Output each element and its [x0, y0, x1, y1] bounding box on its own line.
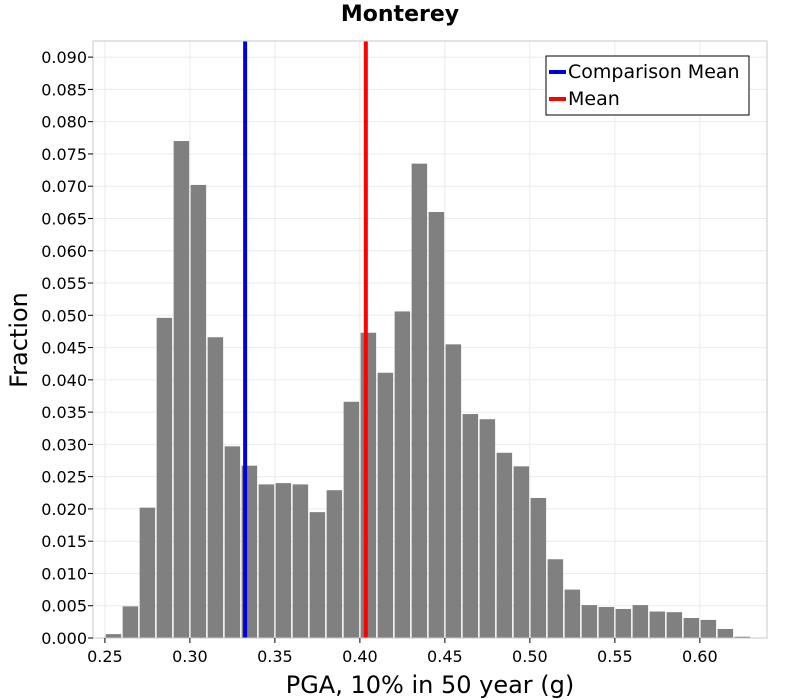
y-tick-label: 0.065 — [41, 209, 87, 228]
x-tick-label: 0.25 — [87, 647, 123, 666]
histogram-bar — [615, 608, 632, 638]
histogram-bar — [122, 606, 139, 638]
histogram-bar — [275, 483, 292, 638]
histogram-bar — [632, 605, 649, 638]
y-tick-label: 0.080 — [41, 113, 87, 132]
y-tick-label: 0.030 — [41, 435, 87, 454]
histogram-bar — [326, 490, 343, 638]
histogram-bar — [360, 332, 377, 638]
x-tick-label: 0.60 — [682, 647, 718, 666]
y-tick-label: 0.060 — [41, 242, 87, 261]
histogram-bar — [496, 452, 513, 638]
y-tick-label: 0.055 — [41, 274, 87, 293]
bars — [105, 141, 751, 639]
chart-title: Monterey — [340, 2, 460, 27]
y-tick-label: 0.090 — [41, 48, 87, 67]
y-tick-label: 0.085 — [41, 80, 87, 99]
histogram-bar — [190, 184, 207, 638]
y-tick-label: 0.075 — [41, 145, 87, 164]
y-tick-label: 0.000 — [41, 629, 87, 648]
y-tick-label: 0.020 — [41, 500, 87, 519]
histogram-bar — [581, 605, 598, 638]
histogram-bar — [292, 484, 309, 638]
histogram-bar — [258, 484, 275, 638]
plot-frame — [92, 40, 768, 639]
y-tick-label: 0.045 — [41, 339, 87, 358]
x-tick-label: 0.35 — [257, 647, 293, 666]
y-tick-label: 0.070 — [41, 177, 87, 196]
x-axis-title: PGA, 10% in 50 year (g) — [286, 671, 575, 699]
mean-lines — [243, 41, 368, 638]
histogram-bar — [207, 337, 224, 638]
histogram-bar — [105, 634, 122, 638]
histogram-bar — [428, 212, 445, 639]
y-tick-label: 0.035 — [41, 403, 87, 422]
y-tick-label: 0.040 — [41, 371, 87, 390]
legend-label-mean: Mean — [568, 88, 620, 110]
histogram-bar — [139, 507, 156, 638]
histogram-bar — [530, 497, 547, 638]
histogram-bar — [547, 559, 564, 638]
histogram-bar — [462, 414, 479, 638]
histogram-bar — [309, 512, 326, 638]
histogram-bar — [649, 611, 666, 638]
y-tick-label: 0.050 — [41, 306, 87, 325]
y-axis: 0.000 0.005 0.010 0.015 0.020 0.025 0.030 0.035… — [41, 48, 93, 648]
y-tick-label: 0.025 — [41, 468, 87, 487]
histogram-bar — [156, 317, 173, 638]
histogram-bar — [411, 163, 428, 639]
histogram-bar — [666, 612, 683, 638]
y-tick-label: 0.010 — [41, 564, 87, 583]
histogram-bar — [734, 636, 751, 638]
histogram-bar — [343, 401, 360, 638]
x-tick-label: 0.45 — [427, 647, 463, 666]
y-axis-title: Fraction — [5, 292, 33, 388]
x-tick-label: 0.50 — [512, 647, 548, 666]
legend-label-comparison-mean: Comparison Mean — [568, 61, 740, 83]
histogram-bar — [564, 589, 581, 638]
x-tick-label: 0.40 — [342, 647, 378, 666]
legend: Comparison Mean Mean — [545, 55, 750, 116]
histogram-bar — [513, 466, 530, 638]
histogram-bar — [700, 619, 717, 638]
histogram-bar — [394, 311, 411, 638]
legend-box — [545, 55, 750, 116]
histogram-bar — [598, 607, 615, 638]
histogram-bar — [479, 419, 496, 638]
x-tick-label: 0.55 — [597, 647, 633, 666]
y-tick-label: 0.005 — [41, 597, 87, 616]
histogram-bar — [224, 446, 241, 638]
x-tick-label: 0.30 — [172, 647, 208, 666]
histogram-bar — [173, 141, 190, 638]
histogram-bar — [377, 372, 394, 638]
x-axis: 0.25 0.30 0.35 0.40 0.45 0.50 0.55 0.60 — [87, 638, 718, 666]
histogram-bar — [445, 344, 462, 638]
histogram-bar — [683, 617, 700, 638]
y-tick-label: 0.015 — [41, 532, 87, 551]
histogram-bar — [717, 628, 734, 638]
